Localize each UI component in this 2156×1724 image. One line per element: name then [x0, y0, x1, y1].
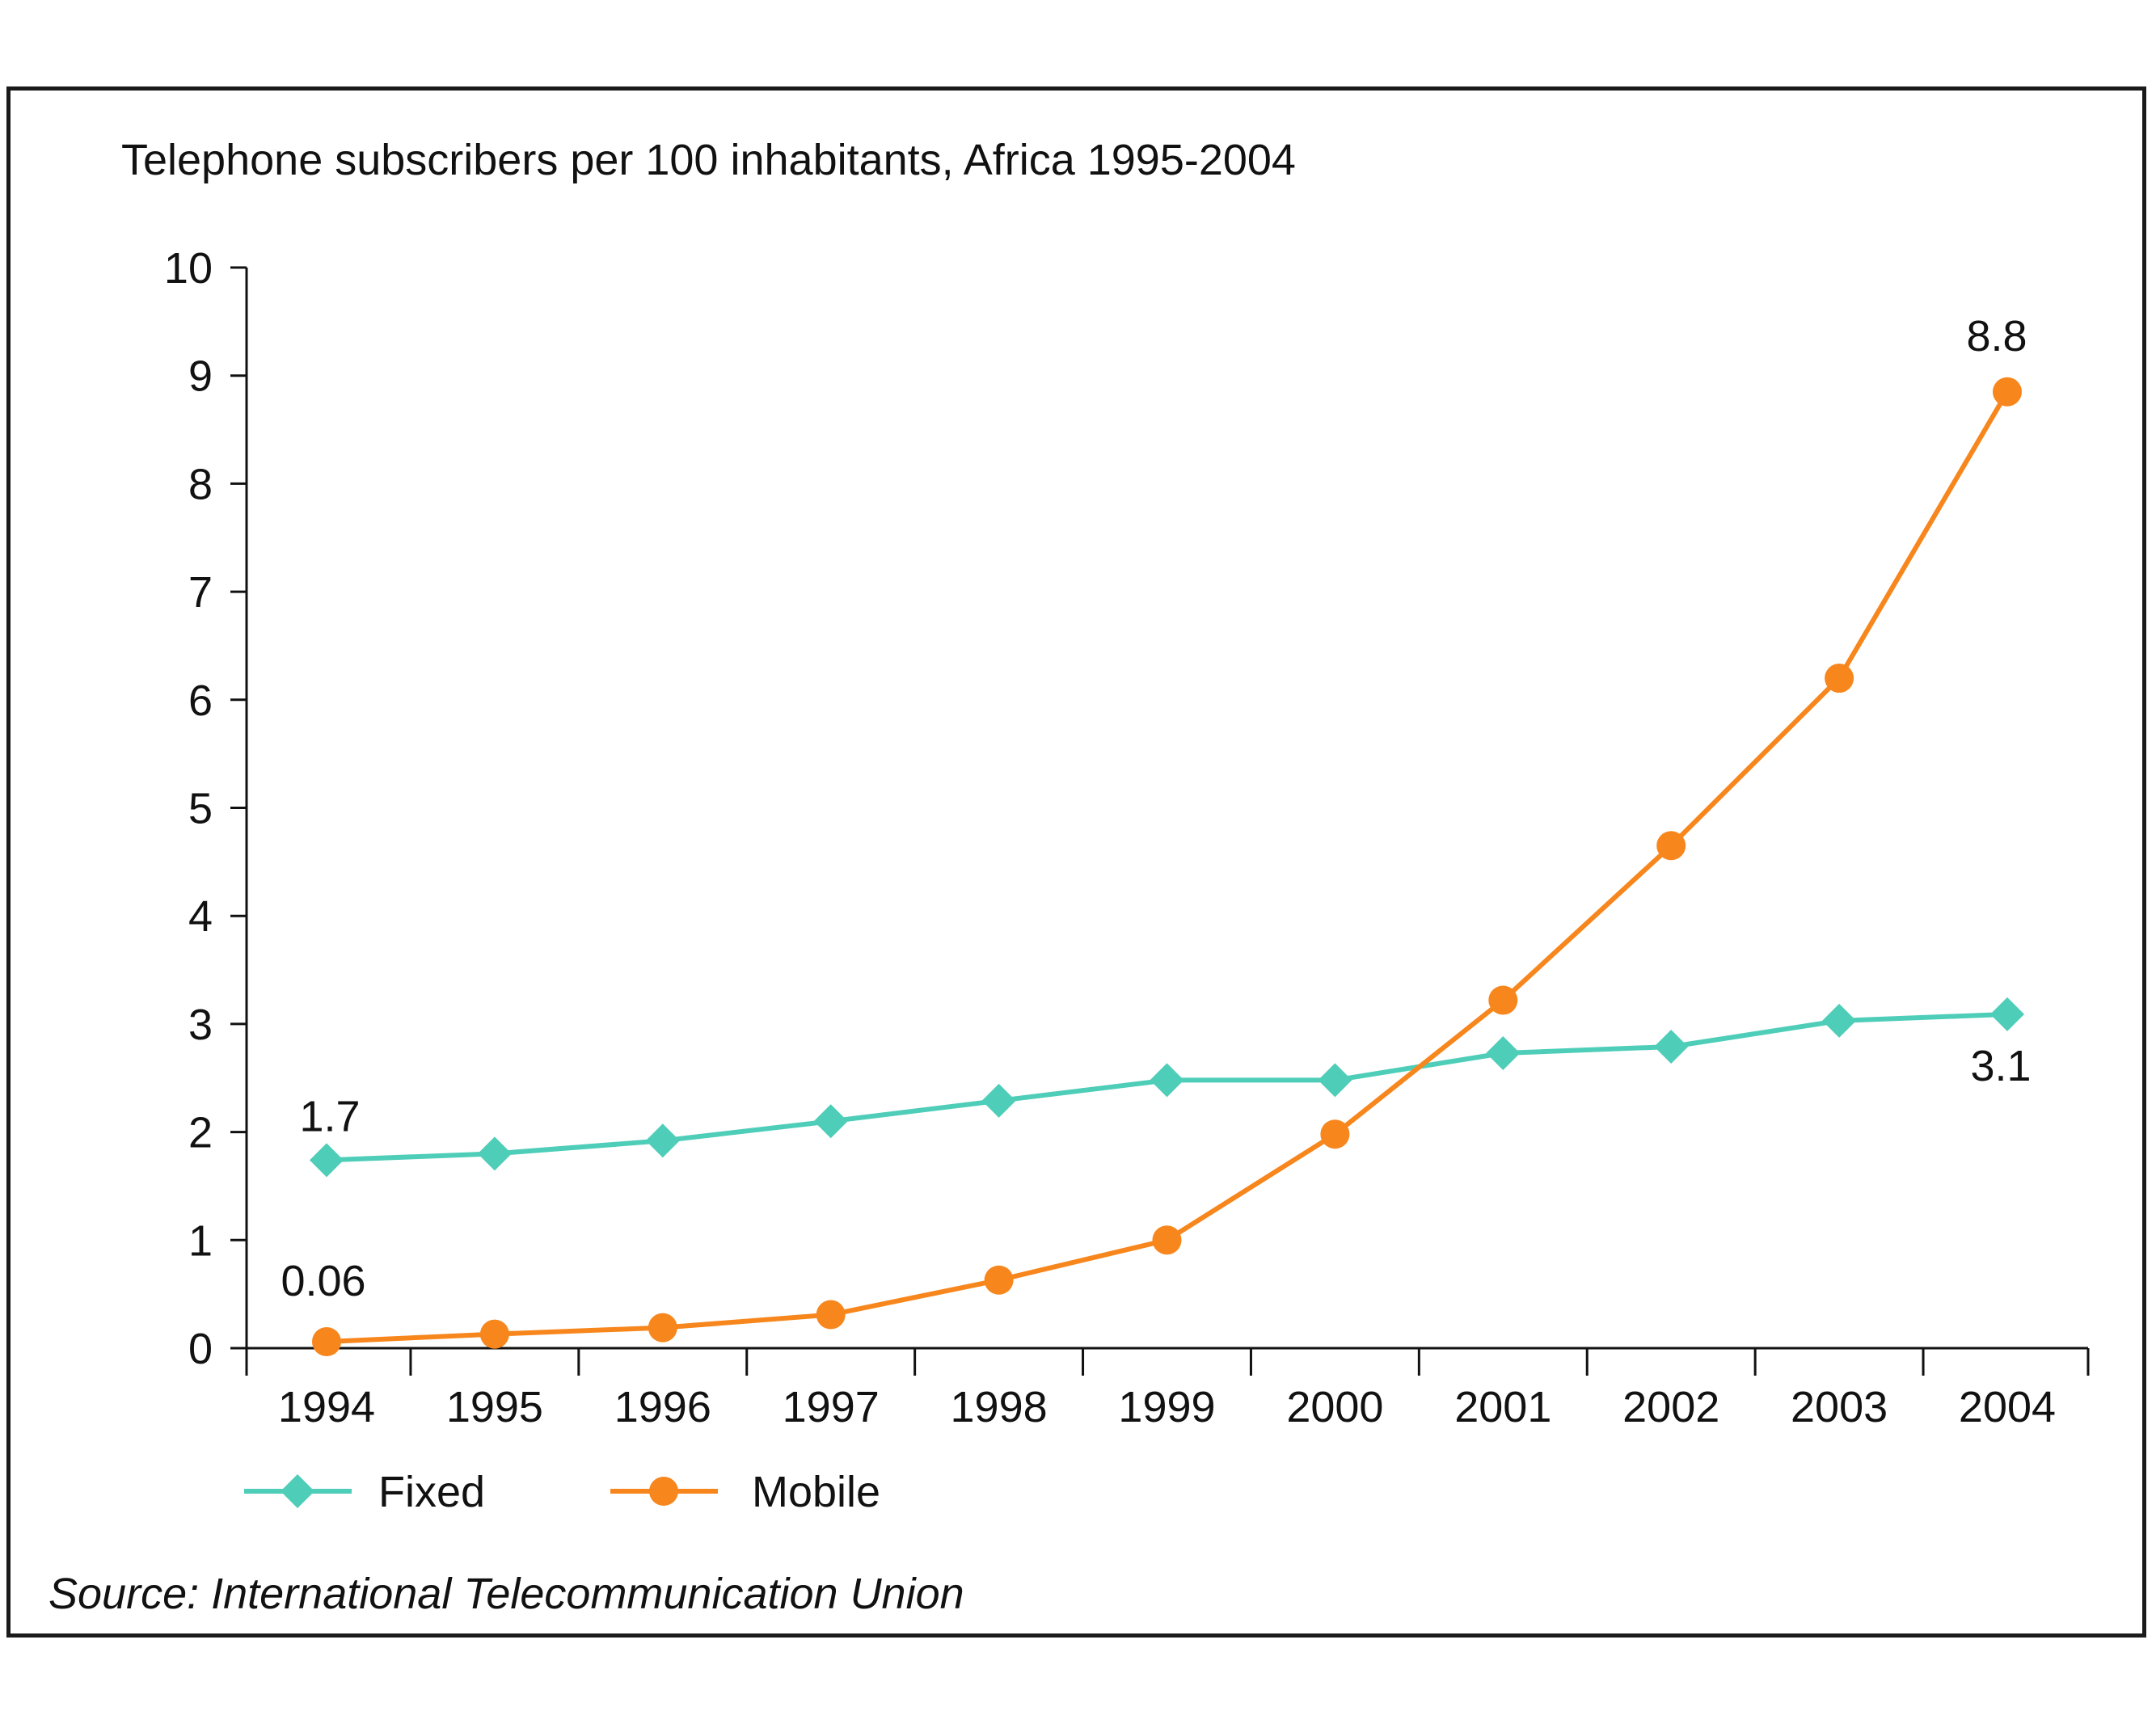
data-point-fixed	[813, 1104, 848, 1139]
y-tick-label: 1	[188, 1216, 213, 1265]
legend-item-fixed: Fixed	[244, 1468, 485, 1516]
legend: Fixed Mobile	[244, 1468, 880, 1516]
x-tick-label: 1999	[1118, 1383, 1215, 1431]
x-tick-label: 1994	[278, 1383, 375, 1431]
x-tick-label: 2001	[1454, 1383, 1551, 1431]
y-tick-label: 5	[188, 785, 213, 833]
data-point-fixed	[1150, 1063, 1184, 1098]
data-point-fixed	[981, 1083, 1016, 1118]
x-tick-label: 1997	[783, 1383, 880, 1431]
data-point-mobile	[312, 1326, 341, 1356]
legend-marker	[281, 1474, 314, 1508]
x-ticks: 1994 1995 1996 1997 1998 1999 2000 2001 2002 2003…	[245, 1348, 2090, 1431]
data-point-mobile	[479, 1319, 509, 1349]
data-point-mobile	[1488, 985, 1518, 1015]
data-point-fixed	[1990, 997, 2024, 1031]
data-point-mobile	[1152, 1225, 1182, 1255]
x-tick-label: 2002	[1622, 1383, 1719, 1431]
x-tick-label: 1996	[614, 1383, 711, 1431]
data-point-fixed	[1486, 1035, 1521, 1070]
data-point-mobile	[1825, 664, 1854, 693]
y-tick-label: 9	[188, 352, 213, 401]
data-point-fixed	[1654, 1029, 1689, 1064]
source-note: Source: International Telecommunication …	[49, 1570, 964, 1618]
x-tick-label: 2000	[1286, 1383, 1383, 1431]
y-tick-label: 7	[188, 568, 213, 617]
y-tick-label: 8	[188, 460, 213, 508]
legend-label: Fixed	[378, 1468, 485, 1516]
data-point-fixed	[645, 1123, 680, 1158]
data-point-mobile	[1320, 1119, 1350, 1149]
y-tick-label: 3	[188, 1001, 213, 1049]
series-fixed	[310, 997, 2024, 1178]
data-label: 0.06	[281, 1257, 365, 1305]
data-point-fixed	[1822, 1003, 1857, 1038]
y-tick-label: 4	[188, 892, 213, 941]
data-point-fixed	[1318, 1063, 1352, 1098]
y-ticks: 0 1 2 3 4 5 6 7 8 9 10	[164, 244, 247, 1373]
series-line-mobile	[326, 390, 2010, 1344]
data-point-mobile	[648, 1313, 677, 1343]
data-point-mobile	[1656, 831, 1686, 861]
series-layer	[310, 377, 2024, 1356]
data-point-mobile	[984, 1265, 1014, 1295]
axes	[245, 268, 2088, 1350]
y-tick-label: 10	[164, 244, 213, 293]
legend-label: Mobile	[752, 1468, 880, 1516]
x-tick-label: 2004	[1959, 1383, 2056, 1431]
data-label: 1.7	[299, 1092, 360, 1140]
data-label: 8.8	[1966, 312, 2027, 360]
x-tick-label: 1995	[446, 1383, 543, 1431]
y-tick-label: 0	[188, 1325, 213, 1373]
data-point-mobile	[1993, 377, 2022, 407]
data-point-fixed	[310, 1143, 344, 1178]
legend-item-mobile: Mobile	[610, 1468, 880, 1516]
chart-title: Telephone subscribers per 100 inhabitant…	[121, 136, 1296, 184]
data-label: 3.1	[1970, 1042, 2031, 1090]
series-mobile	[312, 377, 2022, 1356]
data-point-mobile	[816, 1300, 846, 1330]
x-tick-label: 2003	[1791, 1383, 1888, 1431]
data-point-fixed	[477, 1136, 512, 1171]
chart-frame	[6, 86, 2146, 1638]
y-tick-label: 2	[188, 1109, 213, 1157]
x-tick-label: 1998	[951, 1383, 1048, 1431]
legend-marker	[649, 1477, 678, 1506]
data-labels: 1.7 3.1 0.06 8.8	[281, 312, 2031, 1305]
y-tick-label: 6	[188, 677, 213, 725]
